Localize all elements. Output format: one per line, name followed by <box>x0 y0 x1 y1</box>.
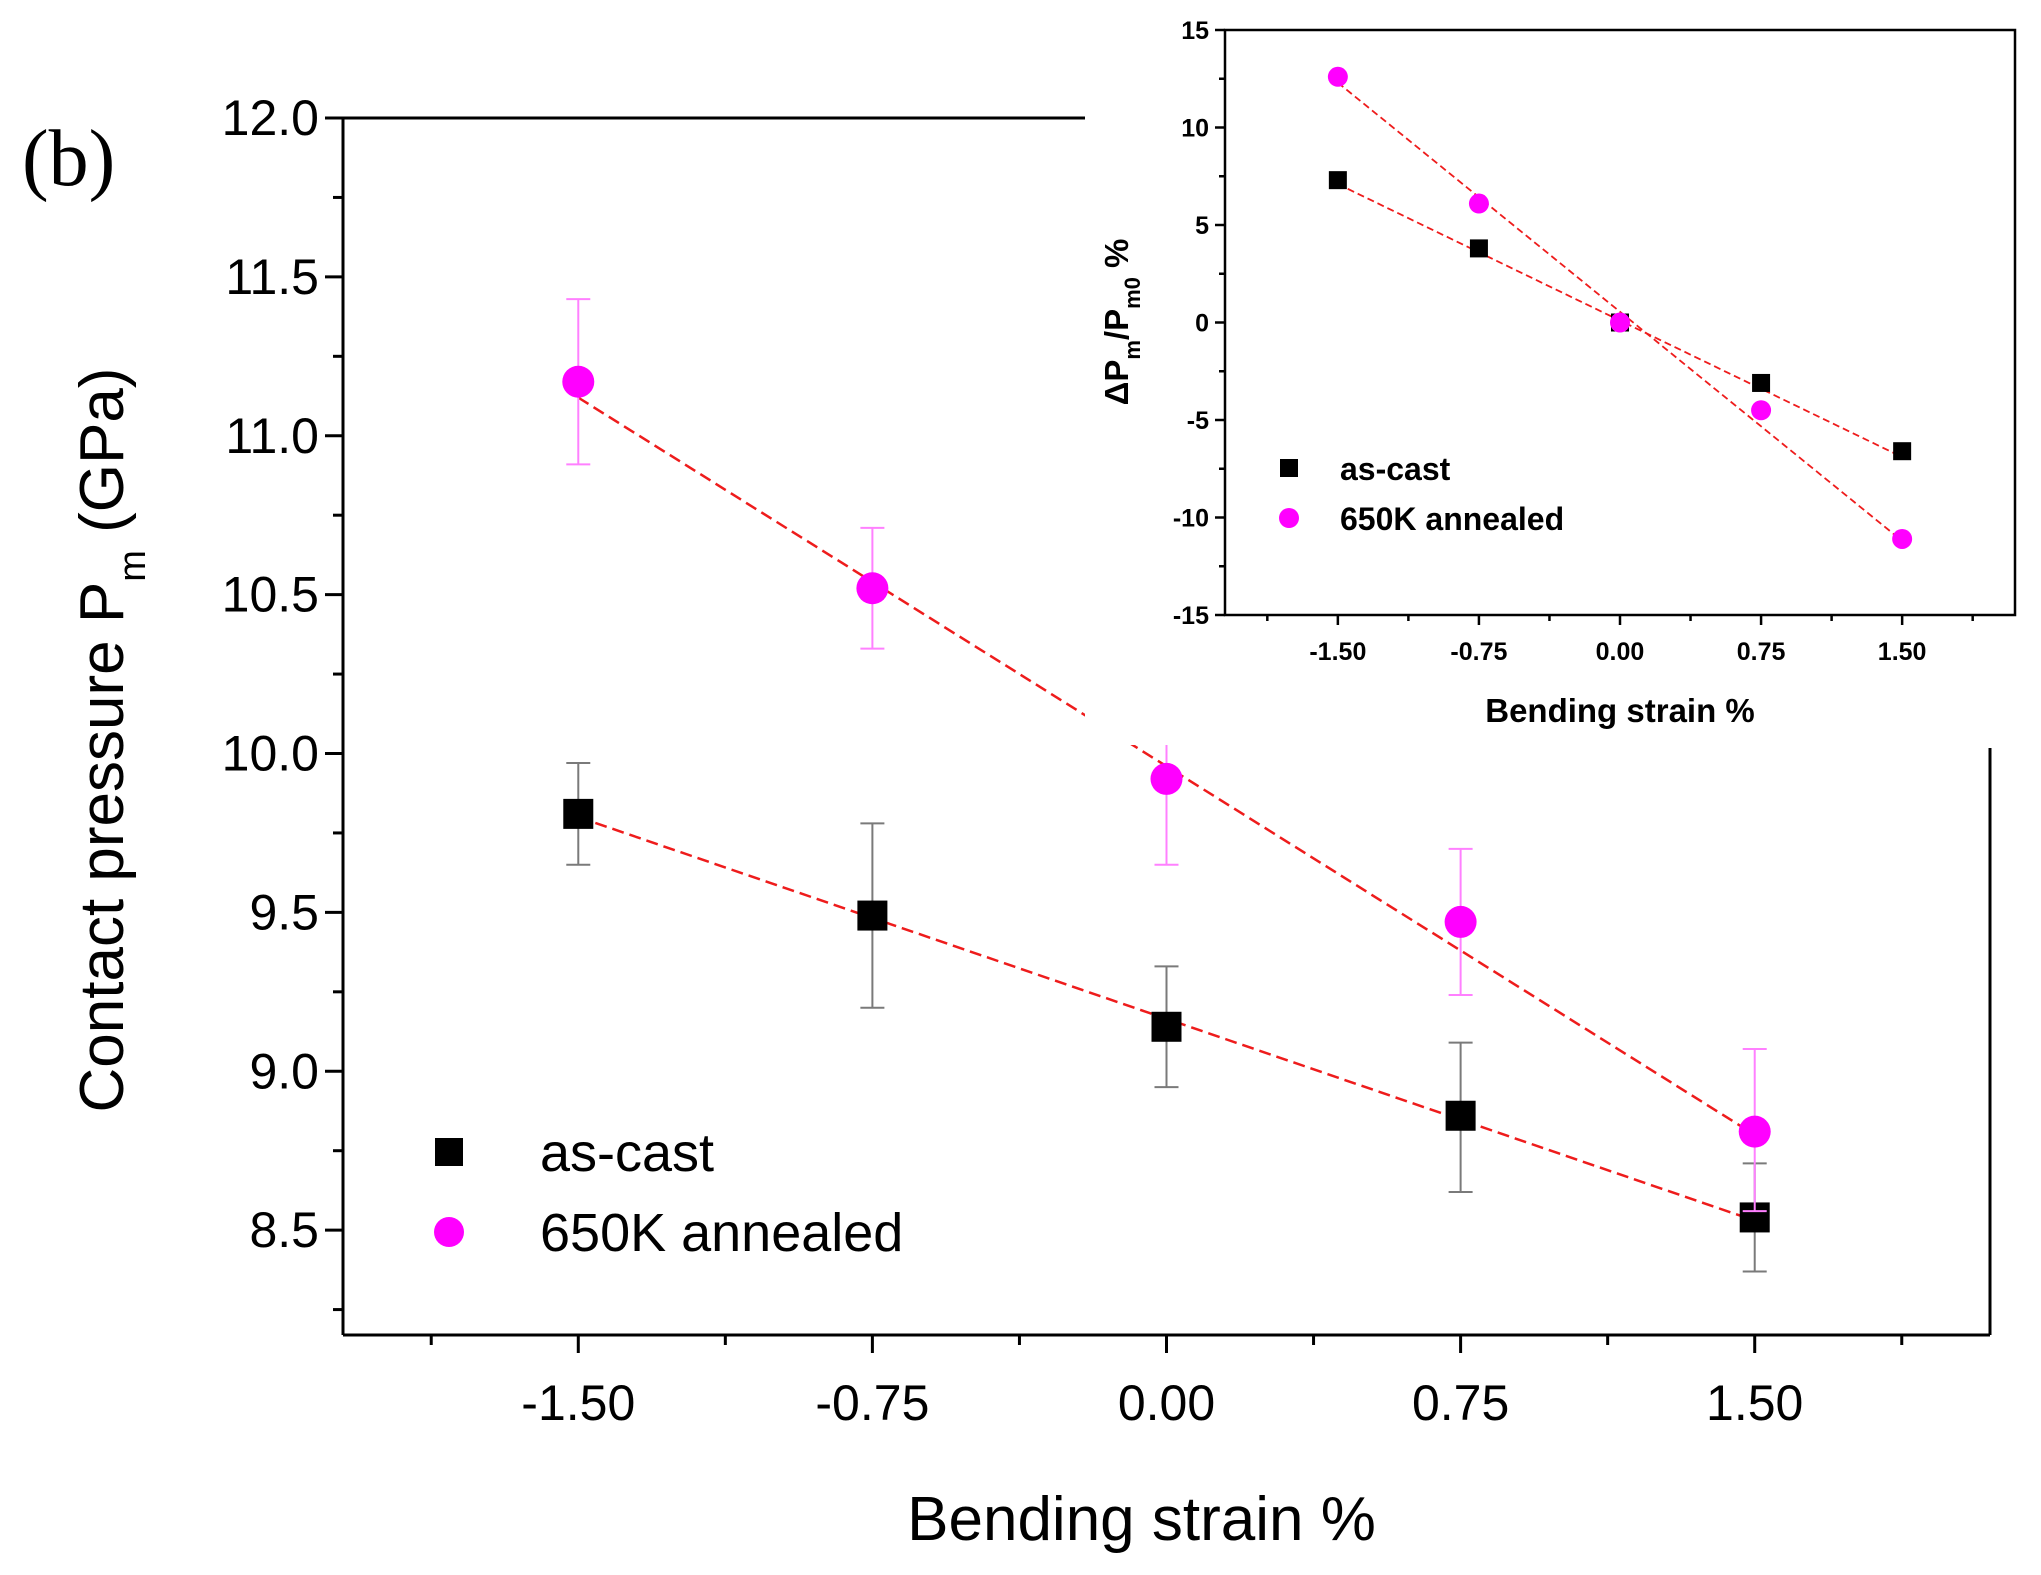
data-point-annealed <box>1738 1115 1771 1148</box>
inset-y-tick-label: 10 <box>1181 115 1209 143</box>
inset-data-point-annealed <box>1468 193 1489 214</box>
y-tick-label: 11.5 <box>225 249 319 305</box>
main-chart: 8.5 9.0 9.5 10.0 10.5 11.0 11.5 12.0 -1.50 -0.75 0… <box>68 90 1992 1554</box>
inset-chart: -15 -10 -5 0 5 10 15 -1.50 -0.75 0.00 0.75 1.50 Bend… <box>1085 0 2041 745</box>
y-tick-label: 10.5 <box>222 567 319 623</box>
inset-background <box>1085 0 2041 745</box>
inset-legend-label-annealed: 650K annealed <box>1340 501 1564 537</box>
legend-label-annealed: 650K annealed <box>540 1203 903 1263</box>
y-tick-label: 8.5 <box>249 1202 319 1258</box>
y-axis-label: Contact pressure Pm (GPa) <box>68 368 154 1113</box>
inset-data-point-annealed <box>1751 400 1772 421</box>
inset-legend-marker-annealed <box>1279 508 1299 528</box>
y-tick-label: 11.0 <box>225 408 319 464</box>
y-tick-label: 9.0 <box>249 1043 319 1099</box>
inset-data-point-annealed <box>1610 312 1630 333</box>
panel-label: (b) <box>22 115 115 203</box>
inset-y-tick-label: 5 <box>1195 212 1209 240</box>
inset-x-tick-label: 0.75 <box>1737 638 1786 666</box>
y-tick-label: 9.5 <box>249 884 319 940</box>
inset-data-point-annealed <box>1892 528 1913 549</box>
inset-x-axis-label: Bending strain % <box>1485 692 1755 729</box>
main-legend: as-cast 650K annealed <box>434 1123 903 1263</box>
inset-y-tick-label: -5 <box>1187 407 1209 435</box>
inset-x-tick-label: -1.50 <box>1309 638 1366 666</box>
x-tick-label: -1.50 <box>521 1375 635 1431</box>
data-point-as-cast <box>1151 1011 1182 1042</box>
legend-marker-annealed <box>434 1217 464 1247</box>
x-axis-label: Bending strain % <box>907 1485 1376 1554</box>
inset-data-point-annealed <box>1327 66 1348 87</box>
inset-x-tick-label: 0.00 <box>1596 638 1645 666</box>
x-tick-label: 0.75 <box>1412 1375 1509 1431</box>
inset-data-point-as-cast <box>1752 373 1771 392</box>
inset-y-axis-label: ΔPm/Pm0 % <box>1098 239 1145 406</box>
inset-legend-marker-as-cast <box>1280 459 1298 477</box>
inset-y-tick-label: -15 <box>1173 602 1209 630</box>
legend-marker-as-cast <box>435 1138 463 1166</box>
data-point-annealed <box>1444 905 1477 938</box>
inset-data-point-as-cast <box>1893 442 1912 461</box>
inset-data-point-as-cast <box>1469 239 1488 258</box>
inset-y-tick-label: -10 <box>1173 505 1209 533</box>
x-tick-label: -0.75 <box>815 1375 929 1431</box>
data-point-as-cast <box>857 900 888 931</box>
data-point-annealed <box>1150 762 1183 795</box>
legend-label-as-cast: as-cast <box>540 1123 714 1183</box>
inset-x-tick-label: -0.75 <box>1450 638 1507 666</box>
data-point-annealed <box>562 365 595 398</box>
data-point-as-cast <box>1445 1100 1476 1131</box>
inset-legend: as-cast 650K annealed <box>1279 451 1564 537</box>
y-tick-label: 10.0 <box>222 726 319 782</box>
y-tick-label: 12.0 <box>222 90 319 146</box>
data-point-as-cast <box>563 798 594 829</box>
inset-legend-label-as-cast: as-cast <box>1340 451 1451 487</box>
inset-x-tick-label: 1.50 <box>1878 638 1927 666</box>
inset-y-tick-label: 0 <box>1195 310 1209 338</box>
x-tick-label: 0.00 <box>1118 1375 1215 1431</box>
inset-fit-line-annealed <box>1337 81 1903 542</box>
data-point-annealed <box>856 572 889 605</box>
x-tick-label: 1.50 <box>1706 1375 1803 1431</box>
inset-data-point-as-cast <box>1328 171 1347 190</box>
inset-y-tick-label: 15 <box>1181 17 1209 45</box>
